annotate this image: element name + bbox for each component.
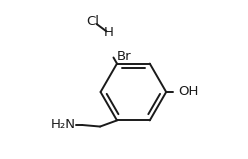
Text: OH: OH [178,86,198,98]
Text: Br: Br [117,50,131,63]
Text: H: H [103,26,113,39]
Text: H₂N: H₂N [51,118,75,131]
Text: Cl: Cl [86,15,99,28]
